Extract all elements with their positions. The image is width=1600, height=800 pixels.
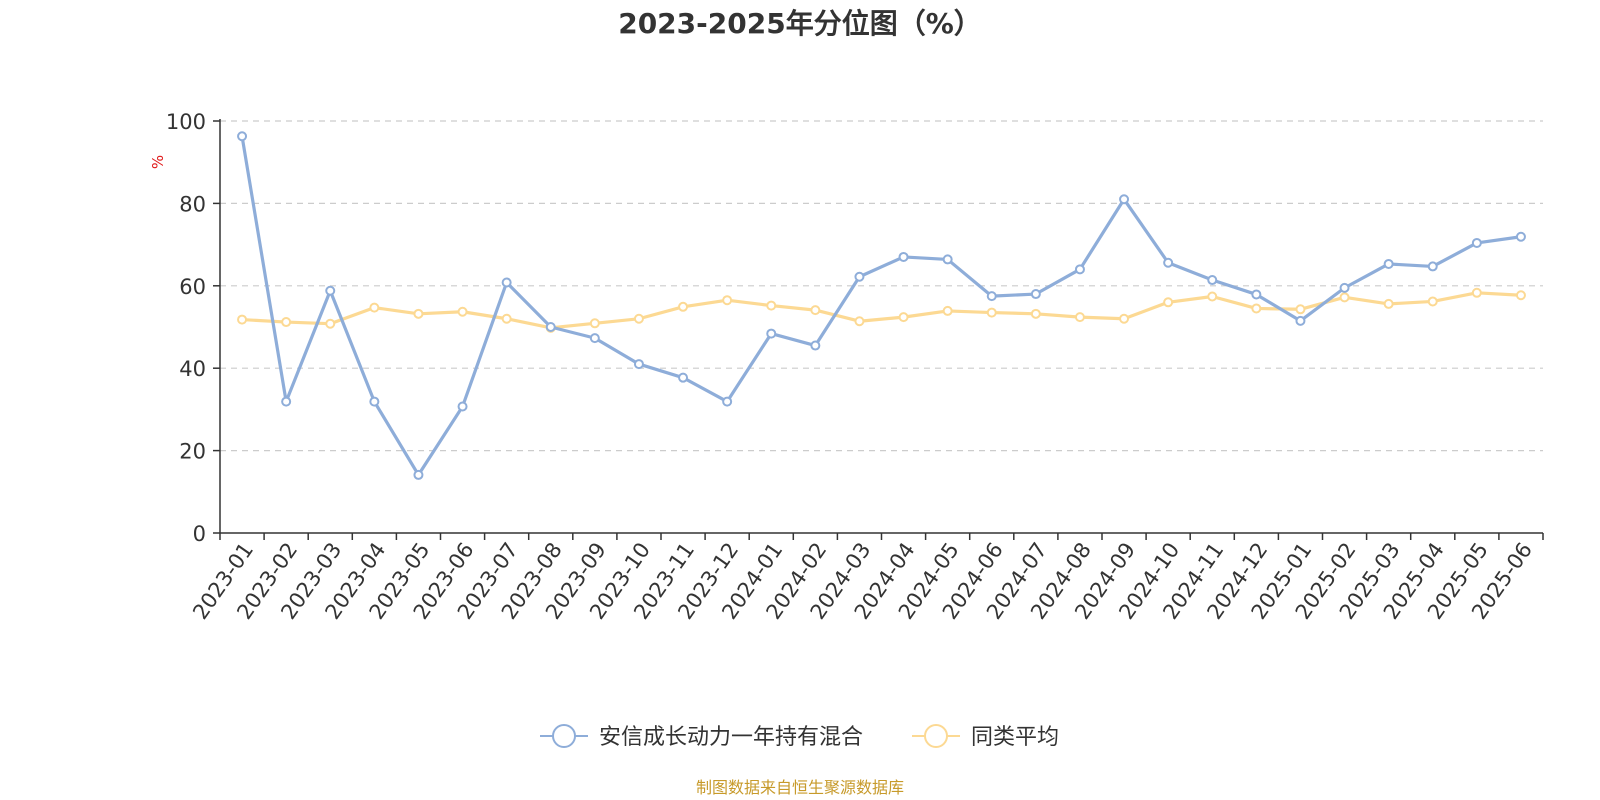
legend-item-series-2[interactable]: 同类平均 [912,724,1059,750]
data-point[interactable] [1251,303,1262,314]
y-tick-label: 80 [179,192,206,216]
data-point[interactable] [810,305,821,316]
legend-label: 安信成长动力一年持有混合 [599,725,863,750]
data-point[interactable] [237,314,248,325]
data-point[interactable] [1163,297,1174,308]
y-tick-label: 60 [179,275,206,299]
data-point[interactable] [413,469,424,480]
data-point[interactable] [457,401,468,412]
data-point[interactable] [1119,194,1130,205]
data-point[interactable] [1295,315,1306,326]
data-point[interactable] [325,318,336,329]
data-point[interactable] [1427,261,1438,272]
data-point[interactable] [413,308,424,319]
data-point[interactable] [369,302,380,313]
y-axis-unit-label: % [149,155,167,169]
data-point[interactable] [898,312,909,323]
data-point[interactable] [1119,313,1130,324]
data-point[interactable] [589,318,600,329]
data-point[interactable] [986,307,997,318]
data-point[interactable] [1207,275,1218,286]
data-point[interactable] [633,313,644,324]
data-point[interactable] [1383,298,1394,309]
data-point[interactable] [633,359,644,370]
data-point[interactable] [1383,258,1394,269]
series-line [240,134,1523,477]
data-point[interactable] [1030,308,1041,319]
data-point[interactable] [237,131,248,142]
data-point[interactable] [854,316,865,327]
data-point[interactable] [986,291,997,302]
data-point[interactable] [678,301,689,312]
series-2 [237,287,1526,333]
legend-swatch-marker [552,724,576,748]
data-point[interactable] [281,396,292,407]
data-point[interactable] [1251,289,1262,300]
data-point[interactable] [942,305,953,316]
data-point[interactable] [766,300,777,311]
axes: 0204060801002023-012023-022023-032023-04… [166,110,1544,624]
data-point[interactable] [854,271,865,282]
data-point[interactable] [1207,291,1218,302]
legend-item-series-1[interactable]: 安信成长动力一年持有混合 [540,724,863,750]
data-point[interactable] [1515,290,1526,301]
data-point[interactable] [1339,282,1350,293]
data-point[interactable] [810,340,821,351]
legend-swatch-marker [924,724,948,748]
data-point[interactable] [1471,237,1482,248]
data-point[interactable] [325,285,336,296]
data-point[interactable] [942,254,953,265]
data-point[interactable] [766,328,777,339]
data-point[interactable] [1074,312,1085,323]
data-point[interactable] [722,295,733,306]
gridlines [220,120,1543,452]
data-point[interactable] [457,306,468,317]
data-point[interactable] [501,277,512,288]
data-point[interactable] [678,372,689,383]
data-point[interactable] [1339,292,1350,303]
data-point[interactable] [369,396,380,407]
data-point[interactable] [898,251,909,262]
series-1 [237,131,1526,480]
data-source-note: 制图数据来自恒生聚源数据库 [696,778,904,797]
data-point[interactable] [1074,264,1085,275]
series-layer [237,131,1526,480]
legend-label: 同类平均 [971,725,1059,750]
y-tick-label: 0 [193,522,206,546]
data-point[interactable] [1163,257,1174,268]
series-line [240,291,1523,330]
data-point[interactable] [722,396,733,407]
data-point[interactable] [1030,289,1041,300]
data-point[interactable] [589,333,600,344]
y-tick-label: 40 [179,357,206,381]
y-tick-label: 100 [166,110,206,134]
data-point[interactable] [1427,296,1438,307]
chart-title: 2023-2025年分位图（%） [618,7,982,40]
data-point[interactable] [281,317,292,328]
data-point[interactable] [545,322,556,332]
legend: 安信成长动力一年持有混合 同类平均 [540,724,1059,750]
data-point[interactable] [1471,287,1482,298]
data-point[interactable] [501,313,512,324]
data-point[interactable] [1515,231,1526,242]
y-tick-label: 20 [179,440,206,464]
data-point[interactable] [1295,304,1306,315]
